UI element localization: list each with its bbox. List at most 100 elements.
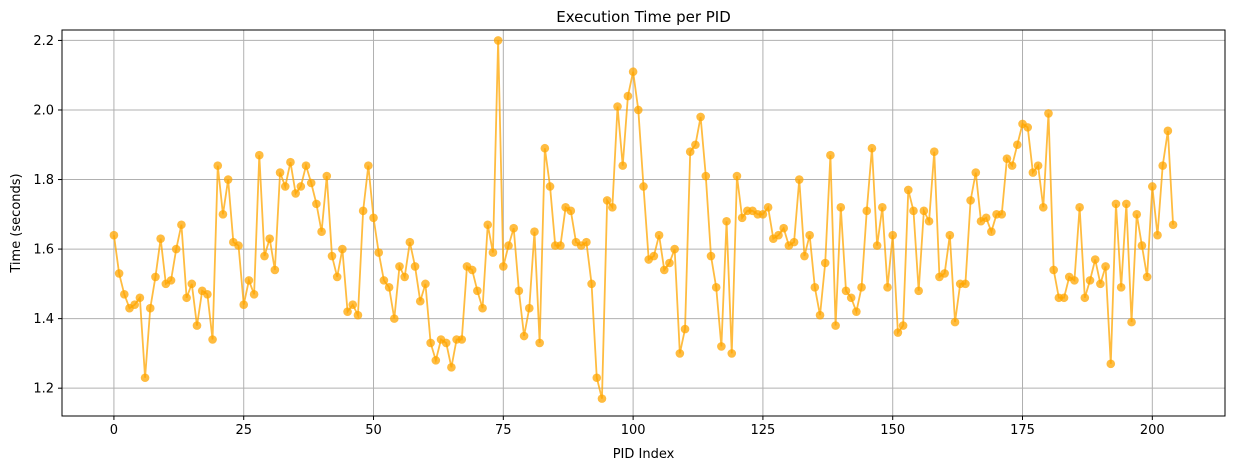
data-point: [634, 105, 643, 115]
data-point: [613, 102, 622, 111]
x-tick-label: 175: [1010, 423, 1035, 438]
data-point: [1007, 161, 1017, 170]
data-point: [1028, 168, 1038, 177]
data-point: [1127, 317, 1136, 327]
data-point: [467, 265, 477, 275]
data-point: [400, 272, 409, 282]
data-point: [670, 244, 679, 254]
x-axis-label: PID Index: [613, 447, 675, 462]
data-point: [166, 276, 176, 285]
data-point: [213, 161, 223, 170]
data-point: [182, 293, 191, 303]
data-point: [364, 161, 373, 170]
data-point: [353, 310, 363, 320]
data-point: [888, 230, 898, 240]
data-point: [1096, 279, 1105, 289]
data-point: [130, 300, 139, 310]
data-point: [140, 373, 150, 383]
data-point: [223, 175, 233, 184]
data-point: [608, 203, 617, 212]
y-tick-label: 1.2: [33, 382, 54, 397]
data-point: [1168, 220, 1178, 230]
y-tick-label: 2.2: [33, 34, 54, 49]
data-point: [234, 241, 243, 250]
data-point: [846, 293, 856, 303]
x-tick-label: 75: [495, 423, 512, 438]
data-point: [1059, 293, 1069, 303]
data-point: [473, 286, 482, 296]
data-point: [654, 230, 664, 240]
data-point: [628, 67, 638, 77]
x-tick-label: 125: [751, 423, 776, 438]
data-point: [763, 203, 773, 212]
data-point: [312, 199, 321, 209]
data-point: [950, 317, 960, 327]
data-point: [556, 241, 565, 250]
data-point: [535, 338, 544, 348]
data-point: [878, 203, 887, 212]
data-point: [151, 272, 160, 282]
data-point: [545, 182, 555, 191]
data-point: [1090, 255, 1100, 264]
data-point: [306, 178, 316, 188]
data-point: [291, 189, 300, 198]
data-point: [883, 283, 892, 292]
data-point: [120, 289, 129, 299]
data-point: [1080, 293, 1090, 303]
data-point: [997, 210, 1007, 219]
data-point: [296, 182, 306, 191]
data-point: [727, 349, 737, 358]
data-point: [109, 230, 119, 240]
data-point: [566, 206, 576, 216]
data-point: [1085, 276, 1095, 285]
data-point: [1075, 203, 1084, 212]
series-line: [113, 40, 1174, 399]
x-tick-label: 150: [880, 423, 905, 438]
data-point: [826, 150, 835, 160]
data-point: [317, 227, 326, 236]
data-point: [1038, 203, 1048, 212]
data-point: [987, 227, 996, 236]
x-tick-label: 50: [365, 423, 382, 438]
data-point: [789, 237, 799, 247]
data-point: [831, 321, 840, 330]
data-point: [862, 206, 872, 216]
data-point: [914, 286, 923, 296]
data-point: [260, 251, 269, 261]
data-point: [1142, 272, 1152, 282]
data-point: [659, 265, 669, 275]
data-point: [322, 171, 332, 181]
data-point: [623, 91, 633, 101]
x-tick-label: 0: [110, 423, 118, 438]
data-point: [395, 262, 404, 271]
data-point: [374, 248, 384, 257]
data-point: [903, 185, 913, 195]
data-point: [841, 286, 851, 296]
data-point: [431, 356, 441, 365]
data-point: [820, 258, 830, 268]
data-point: [815, 310, 825, 320]
data-point: [1101, 262, 1110, 271]
data-point: [639, 182, 648, 191]
data-point: [177, 220, 186, 230]
data-point: [171, 244, 181, 254]
data-point: [961, 279, 970, 289]
data-point: [717, 342, 726, 351]
data-point: [1013, 140, 1022, 150]
data-point: [156, 234, 165, 243]
data-point: [114, 269, 124, 278]
data-point: [379, 276, 389, 285]
series-group: [109, 36, 1178, 403]
data-point: [301, 161, 311, 170]
y-tick-label: 2.0: [33, 103, 54, 118]
data-point: [441, 338, 451, 348]
data-point: [597, 394, 607, 403]
data-point: [800, 251, 809, 261]
data-point: [540, 143, 550, 153]
data-point: [582, 237, 591, 247]
data-point: [192, 321, 202, 330]
grid: [62, 30, 1225, 416]
data-point: [649, 251, 659, 261]
data-point: [504, 241, 513, 250]
data-point: [1023, 123, 1033, 132]
